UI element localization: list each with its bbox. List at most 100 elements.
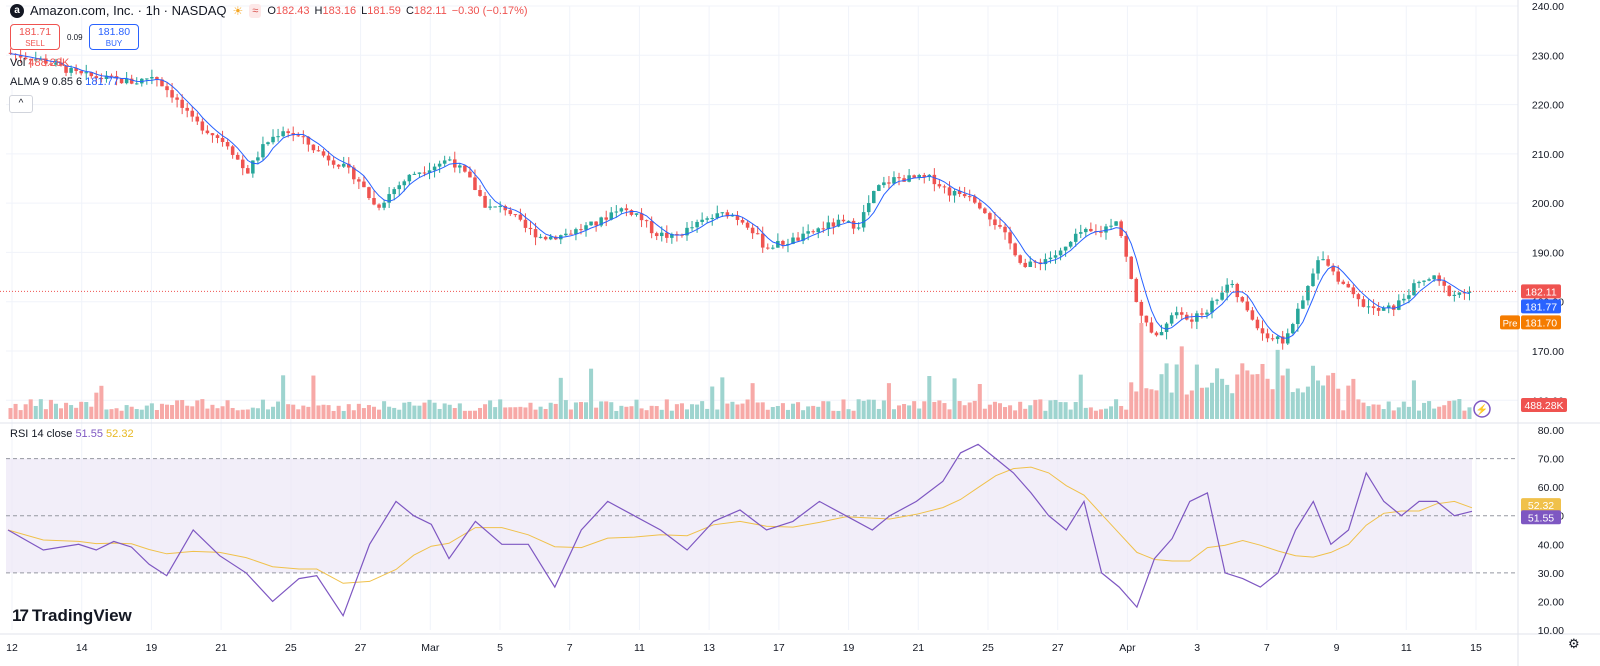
volume-bar: [437, 408, 442, 419]
alma-legend[interactable]: ALMA 9 0.85 6 181.77: [10, 76, 119, 88]
volume-bar: [260, 399, 265, 419]
volume-bar: [1316, 380, 1321, 419]
alma-price-badge: 181.77: [1521, 299, 1561, 314]
sell-button[interactable]: 181.71 SELL: [10, 24, 60, 50]
time-tick-label: 25: [982, 642, 994, 654]
candle-body: [145, 78, 149, 80]
volume-bar: [891, 409, 896, 419]
rsi-label: RSI 14 close: [10, 428, 73, 440]
volume-bar: [119, 410, 124, 419]
volume-bar: [124, 405, 129, 419]
candle-body: [165, 86, 169, 91]
volume-bar: [1078, 374, 1083, 419]
volume-bar: [760, 402, 765, 419]
volume-bar: [1048, 400, 1053, 419]
candle-body: [821, 228, 826, 230]
candle-body: [33, 59, 38, 61]
volume-bar: [432, 402, 437, 419]
price-tick-label: 220.00: [1532, 100, 1564, 112]
candle-body: [882, 182, 886, 186]
collapse-legend-icon[interactable]: ^: [9, 95, 33, 113]
pre-label: Pre: [1503, 318, 1518, 329]
volume-bar: [1209, 382, 1215, 419]
volume-bar: [28, 399, 33, 419]
volume-bar: [240, 409, 245, 419]
volume-bar: [861, 400, 866, 419]
volume-bar: [624, 406, 629, 419]
volume-bar: [846, 409, 851, 419]
time-axis: 12 14 19 21 25 27 Mar 5 7 11 13 17 19 21 25 27 Apr 3 7 9 11 1…: [6, 642, 1482, 654]
buy-button[interactable]: 181.80 BUY: [89, 24, 139, 50]
volume-badge: 488.28K: [1521, 398, 1567, 412]
rsi-legend[interactable]: RSI 14 close 51.55 52.32: [10, 428, 134, 440]
candle-body: [513, 214, 518, 216]
candle-body: [1457, 292, 1462, 295]
symbol-title[interactable]: Amazon.com, Inc. · 1h · NASDAQ: [30, 3, 227, 18]
candle-body: [84, 72, 89, 74]
volume-bar: [377, 409, 382, 419]
candle-body: [993, 219, 997, 226]
volume-bar: [654, 406, 659, 419]
volume-bar: [695, 404, 700, 419]
volume-bar: [1003, 407, 1008, 419]
volume-bar: [13, 403, 18, 419]
volume-bar: [816, 406, 821, 419]
candle-body: [826, 222, 831, 230]
candle-body: [518, 214, 523, 220]
volume-bar: [1129, 382, 1134, 419]
candle-body: [771, 247, 775, 249]
price-tick-label: 230.00: [1532, 50, 1564, 62]
candle-body: [49, 63, 53, 65]
candle-body: [205, 130, 210, 134]
indicator-badge-icon[interactable]: ≈: [249, 3, 262, 18]
volume-bar: [74, 407, 79, 419]
volume-bar: [392, 407, 397, 419]
volume-bar: [841, 399, 846, 419]
candle-body: [796, 237, 800, 241]
volume-bar: [1124, 409, 1129, 419]
volume-bar: [715, 409, 720, 419]
volume-bar: [720, 377, 725, 419]
candle-body: [922, 175, 927, 178]
volume-bar: [553, 403, 558, 419]
volume-bar: [255, 408, 260, 419]
time-tick-label: 15: [1470, 642, 1482, 654]
volume-bars: [8, 322, 1472, 419]
rsi-tick-label: 20.00: [1538, 596, 1564, 608]
volume-bar: [573, 402, 578, 419]
candle-body: [1048, 257, 1053, 260]
volume-bar: [69, 405, 74, 419]
candle-body: [1129, 256, 1134, 279]
candle-body: [887, 182, 891, 184]
alma-value: 181.77: [85, 76, 119, 88]
candle-body: [695, 221, 699, 228]
volume-bar: [594, 407, 599, 419]
candle-body: [104, 75, 109, 80]
candle-body: [806, 231, 810, 234]
volume-bar: [235, 410, 240, 419]
time-tick-label: 19: [843, 642, 855, 654]
volume-bar: [114, 408, 119, 419]
volume-bar: [851, 410, 856, 419]
volume-bar: [1240, 363, 1245, 419]
candle-body: [1306, 286, 1310, 301]
volume-bar: [503, 407, 508, 419]
volume-bar: [558, 377, 563, 419]
candle-body: [1402, 298, 1406, 301]
volume-bar: [1422, 402, 1427, 419]
candle-body: [1089, 228, 1093, 232]
candle-body: [286, 131, 290, 134]
rsi-tick-label: 70.00: [1538, 454, 1564, 466]
candle-body: [715, 213, 720, 218]
candle-body: [1321, 259, 1325, 261]
candle-body: [755, 233, 760, 235]
volume-legend[interactable]: Vol 488.28K: [10, 57, 69, 69]
volume-bar: [533, 409, 538, 419]
candle-body: [1311, 273, 1315, 287]
rsi-line: [7, 443, 1473, 618]
gear-icon[interactable]: ⚙: [1568, 636, 1580, 651]
candle-body: [983, 208, 987, 214]
time-tick-label: 3: [1194, 642, 1200, 654]
tradingview-logo[interactable]: 17 TradingView: [12, 606, 132, 626]
